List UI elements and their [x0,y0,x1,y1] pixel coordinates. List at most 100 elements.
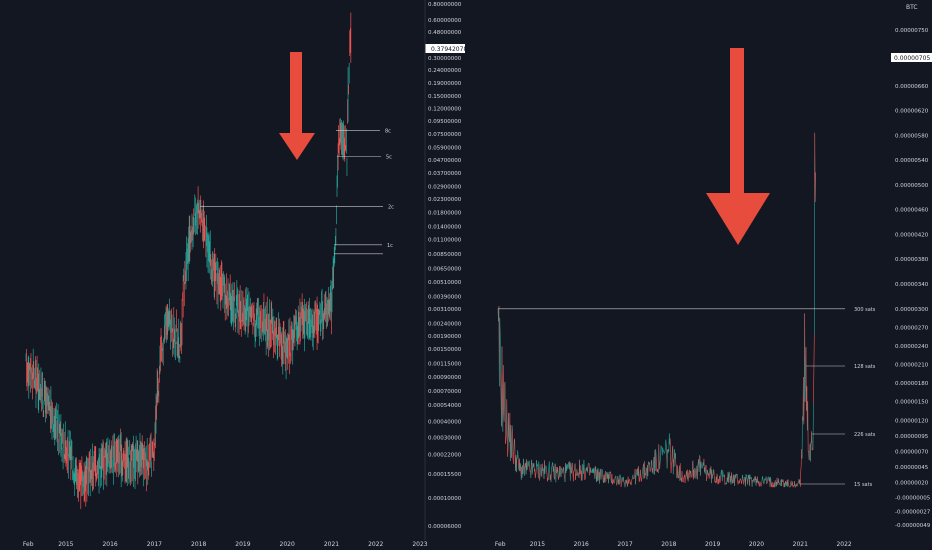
right-level-label-3: 15 sats [854,482,873,488]
right-arrow-shaft [730,48,744,196]
left-level-label-0: 8c [385,129,391,135]
left-time-tick-7: 2021 [324,541,339,548]
left-level-label-1: 5c [386,154,392,160]
right-level-label-1: 128 sats [854,364,876,370]
right-price-tick-16: 0.00000150 [895,400,929,406]
right-level-label-0: 300 sats [854,307,876,313]
right-price-tick-22: -0.00000005 [895,496,931,502]
left-price-tick-8: 0.09500000 [428,119,462,125]
left-price-tick-6: 0.15000000 [428,94,462,100]
right-price-tick-13: 0.00000240 [895,344,929,350]
left-price-tick-18: 0.00850000 [428,252,462,258]
right-price-tick-21: 0.00000020 [895,480,929,486]
left-current-price-tag: 0.37942078 [425,44,467,53]
right-price-tick-23: -0.00000027 [895,509,931,515]
left-price-tick-23: 0.00240000 [428,321,462,327]
right-time-tick-3: 2017 [617,541,632,548]
left-time-tick-2: 2016 [102,541,117,548]
left-down-arrow [279,52,315,160]
left-price-tick-11: 0.04700000 [428,158,462,164]
left-price-tick-2: 0.48000000 [428,30,462,36]
left-price-tick-15: 0.01800000 [428,211,462,217]
left-time-tick-9: 2023 [412,541,427,548]
right-price-axis: 0.00000750 0.00000705 0.00000660 0.00000620… [895,28,931,529]
left-price-tick-33: 0.00015500 [428,472,462,478]
left-time-tick-1: 2015 [58,541,73,548]
right-price-tick-20: 0.00000045 [895,465,929,471]
right-current-price-label: 0.00000705 [894,55,930,62]
right-time-tick-4: 2018 [661,541,676,548]
left-price-tick-27: 0.00090000 [428,375,462,381]
left-price-tick-4: 0.24000000 [428,68,462,74]
right-time-tick-5: 2019 [705,541,720,548]
right-price-tick-4: 0.00000580 [895,133,929,139]
left-price-tick-20: 0.00510000 [428,280,462,286]
right-price-tick-8: 0.00000420 [895,232,929,238]
left-price-tick-31: 0.00030000 [428,436,462,442]
right-chart: 300 sats 128 sats 226 sats 15 sats 0.000007… [495,4,932,548]
left-time-tick-5: 2019 [235,541,250,548]
left-current-price-box [425,44,465,53]
left-price-tick-10: 0.05900000 [428,145,462,151]
left-time-tick-8: 2022 [368,541,383,548]
right-levels: 300 sats 128 sats 226 sats 15 sats [498,307,876,488]
left-candles [25,12,352,510]
right-price-tick-17: 0.00000120 [895,418,929,424]
left-price-tick-14: 0.02300000 [428,197,462,203]
right-down-arrow [706,48,770,245]
left-level-label-3: 1c [387,243,393,249]
left-price-tick-12: 0.03700000 [428,171,462,177]
left-levels: 8c 5c 2c 1c [200,129,394,255]
left-price-tick-22: 0.00310000 [428,307,462,313]
right-current-price-box [891,53,932,62]
right-price-tick-3: 0.00000620 [895,109,929,115]
right-time-tick-2: 2016 [574,541,589,548]
left-price-tick-16: 0.01400000 [428,224,462,230]
left-price-tick-7: 0.12000000 [428,106,462,112]
right-time-axis: Feb 2015 2016 2017 2018 2019 2020 2021 2022 [495,541,852,548]
right-current-price-tag: 0.00000705 [891,53,932,62]
left-price-tick-24: 0.00190000 [428,334,462,340]
right-time-tick-0: Feb [495,541,506,548]
left-time-tick-4: 2018 [191,541,206,548]
right-price-tick-11: 0.00000300 [895,307,929,313]
left-price-tick-13: 0.02900000 [428,184,462,190]
right-price-tick-9: 0.00000380 [895,257,929,263]
right-price-tick-24: -0.00000049 [895,523,931,529]
left-price-tick-3: 0.30000000 [428,56,462,62]
left-price-tick-29: 0.00054000 [428,403,462,409]
left-time-axis: Feb 2015 2016 2017 2018 2019 2020 2021 2022 2023 [23,541,428,548]
left-price-tick-21: 0.00390000 [428,295,462,301]
right-price-tick-7: 0.00000460 [895,208,929,214]
left-price-tick-17: 0.01100000 [428,238,462,244]
right-arrow-head [706,193,770,245]
left-price-axis: 0.80000000 0.60000000 0.48000000 0.30000000… [428,2,462,530]
right-price-tick-14: 0.00000210 [895,363,929,369]
left-arrow-head [279,133,315,160]
left-time-tick-0: Feb [23,541,34,548]
right-line [497,132,816,488]
left-price-tick-19: 0.00650000 [428,267,462,273]
left-price-tick-1: 0.60000000 [428,18,462,24]
left-time-tick-6: 2020 [280,541,295,548]
left-price-tick-28: 0.00070000 [428,389,462,395]
left-price-tick-34: 0.00010000 [428,496,462,502]
right-price-tick-10: 0.00000340 [895,282,929,288]
right-price-tick-15: 0.00000180 [895,381,929,387]
right-axis-title: BTC [906,4,918,11]
right-price-tick-19: 0.00000070 [895,449,929,455]
left-time-tick-3: 2017 [147,541,162,548]
right-price-tick-6: 0.00000500 [895,183,929,189]
left-level-label-2: 2c [388,205,394,211]
left-arrow-shaft [290,52,302,136]
left-price-tick-0: 0.80000000 [428,2,462,8]
right-time-tick-1: 2015 [530,541,545,548]
left-price-tick-9: 0.07500000 [428,132,462,138]
right-price-tick-5: 0.00000540 [895,158,929,164]
right-price-tick-12: 0.00000270 [895,325,929,331]
left-price-tick-25: 0.00150000 [428,347,462,353]
left-price-tick-26: 0.00115000 [428,362,462,368]
